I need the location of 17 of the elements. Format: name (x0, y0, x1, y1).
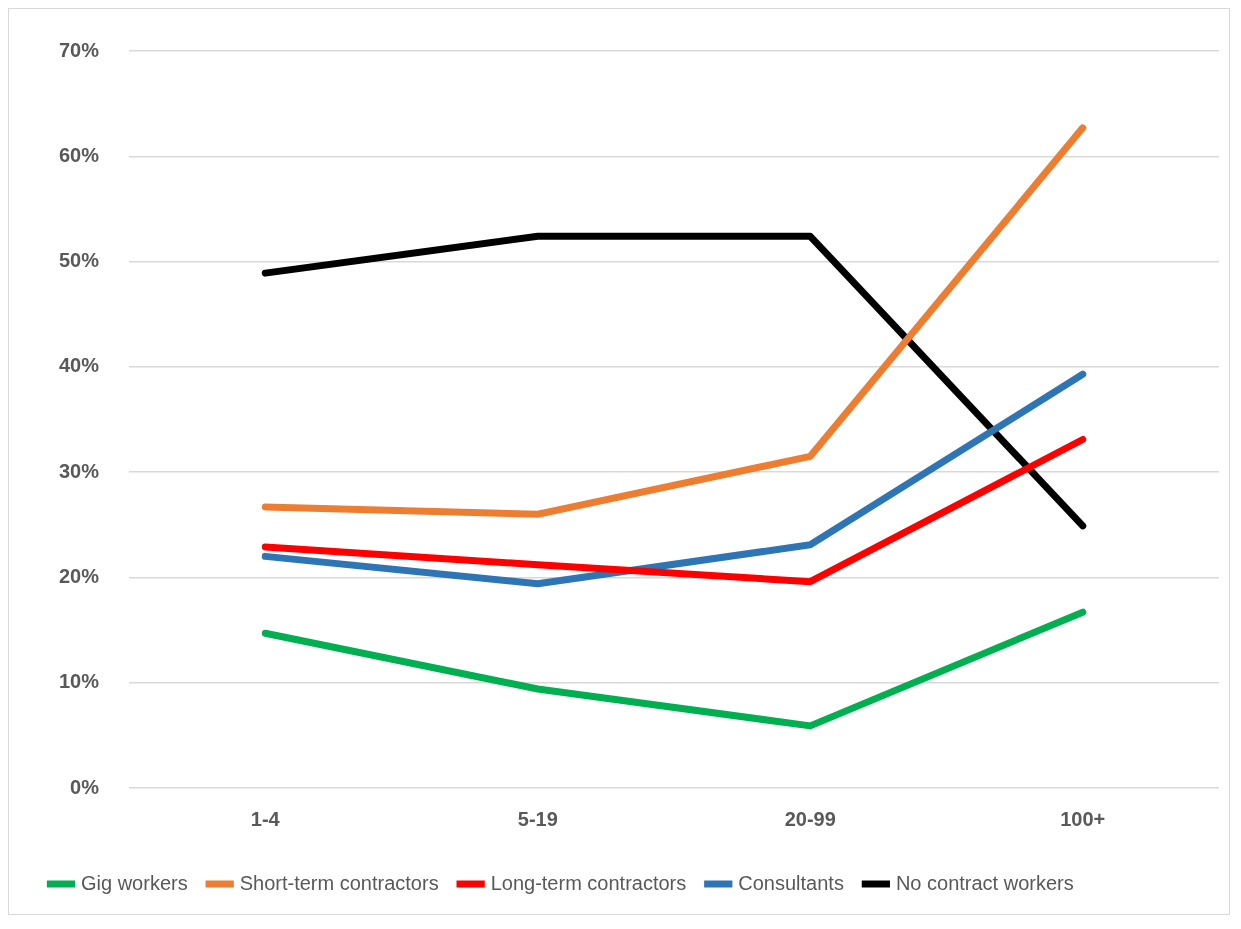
y-tick-label: 10% (59, 670, 100, 693)
y-tick-label: 40% (59, 354, 100, 377)
y-tick-label: 0% (70, 775, 100, 798)
legend-label: No contract workers (895, 871, 1074, 894)
legend-label: Long-term contractors (490, 871, 687, 894)
y-tick-label: 50% (59, 249, 100, 272)
legend-label: Consultants (738, 871, 844, 894)
y-tick-label: 60% (59, 143, 100, 166)
x-tick-label: 100+ (1060, 807, 1106, 830)
legend-label: Short-term contractors (239, 871, 439, 894)
x-tick-label: 1-4 (250, 807, 281, 830)
y-tick-label: 30% (59, 459, 100, 482)
x-tick-label: 5-19 (517, 807, 558, 830)
x-tick-label: 20-99 (784, 807, 836, 830)
y-tick-label: 70% (59, 38, 100, 61)
legend-label: Gig workers (81, 871, 188, 894)
y-tick-label: 20% (59, 564, 100, 587)
